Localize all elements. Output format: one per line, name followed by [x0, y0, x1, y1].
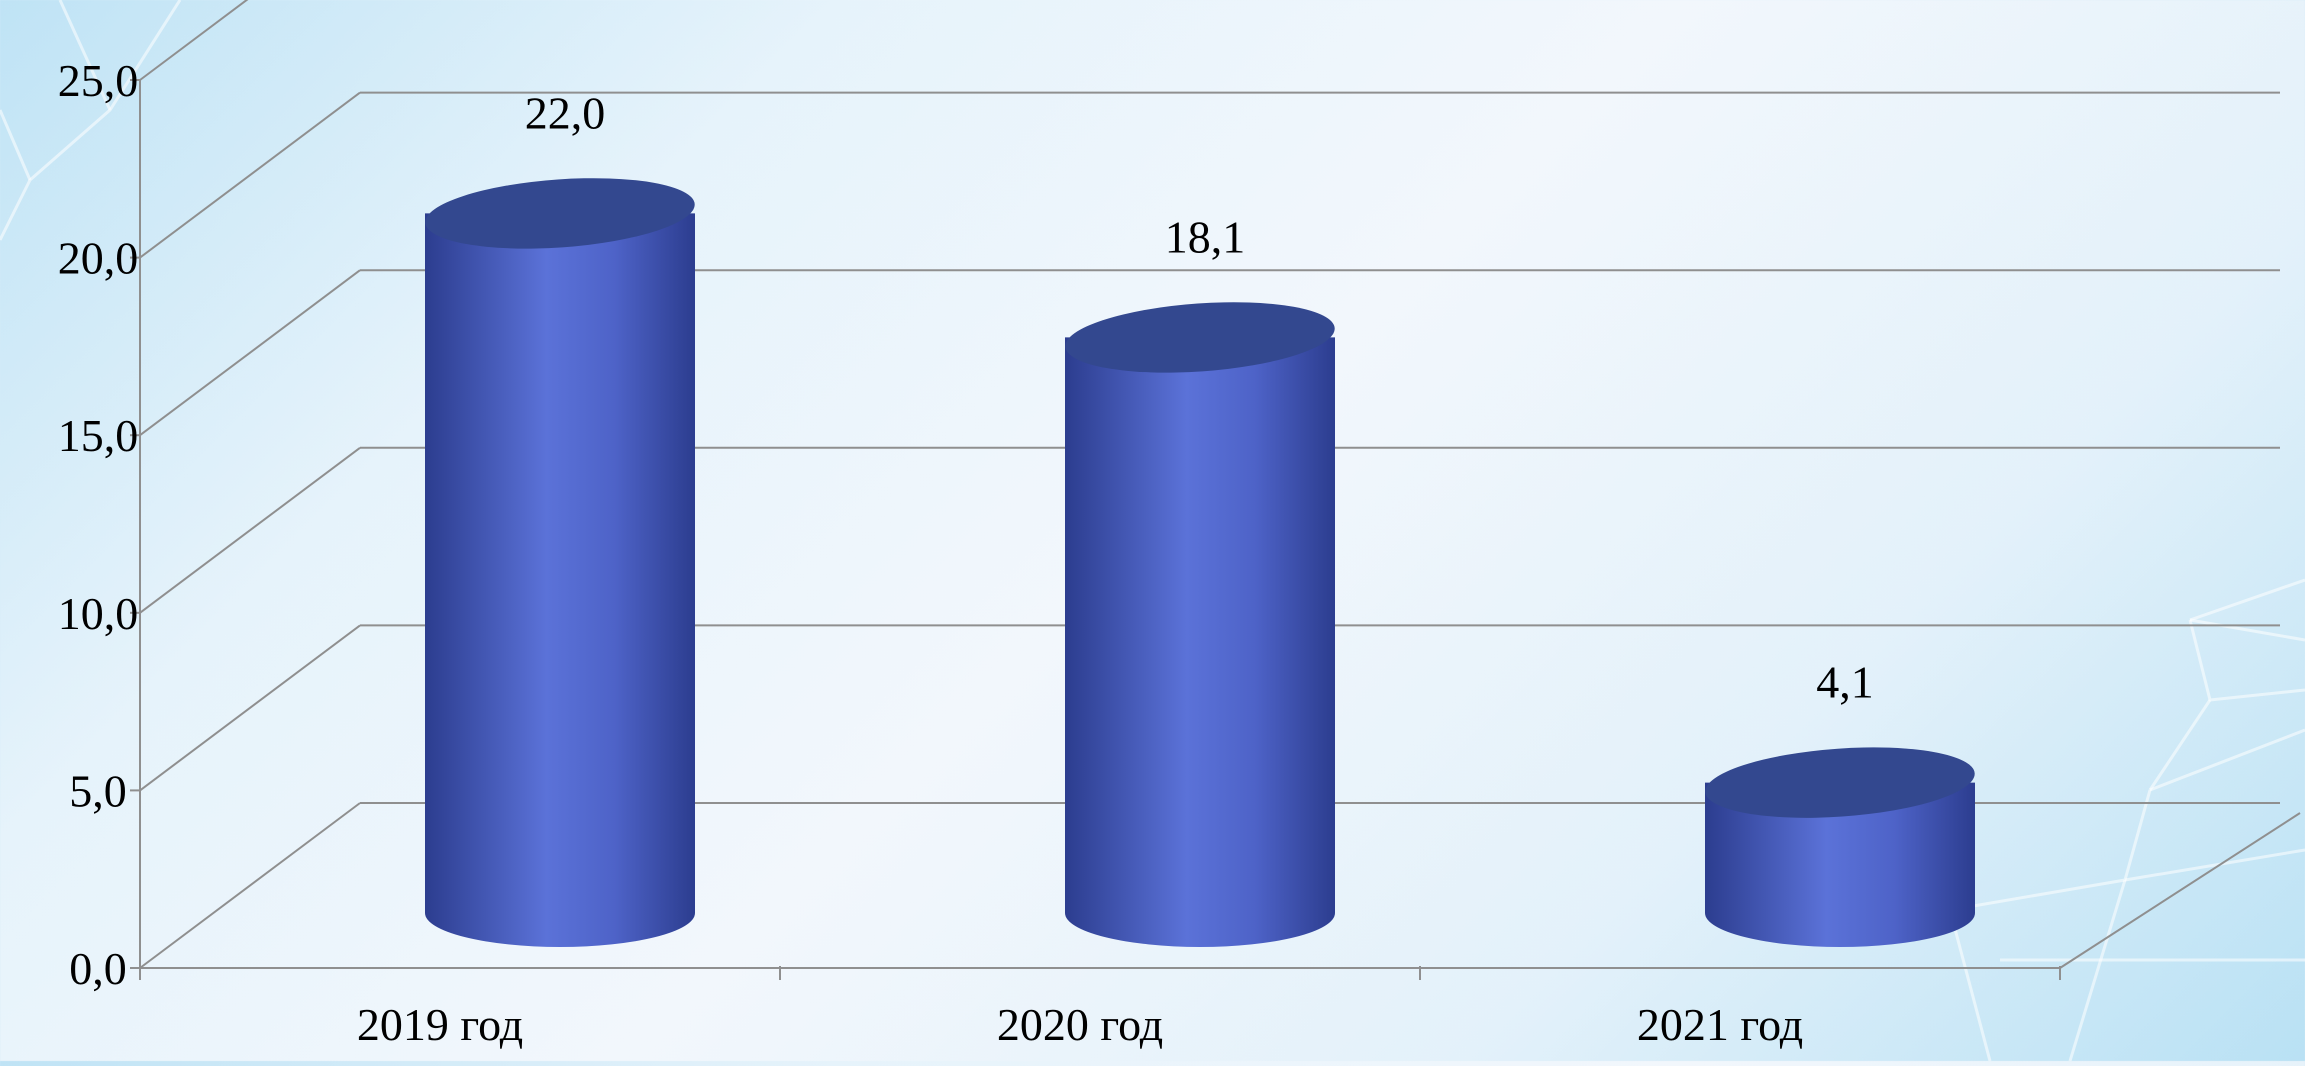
bar-body — [425, 213, 695, 947]
floor-right-edge — [2059, 812, 2301, 969]
y-tick-label: 20,0 — [58, 233, 139, 284]
gridline-diagonal — [139, 0, 249, 81]
y-tick-label: 5,0 — [69, 765, 127, 816]
data-label: 4,1 — [1816, 657, 1874, 708]
bar-body — [1065, 337, 1335, 947]
bar-1 — [425, 178, 695, 947]
data-labels: 22,0 18,1 4,1 — [525, 87, 1874, 707]
bar-top — [1705, 747, 1975, 818]
y-axis-ticks: 0,0 5,0 10,0 15,0 20,0 25,0 — [58, 55, 139, 994]
x-tick-label: 2021 год — [1637, 999, 1803, 1050]
gridline-diagonal — [139, 624, 361, 792]
x-tick-label: 2020 год — [997, 999, 1163, 1050]
y-tick-label: 25,0 — [58, 55, 139, 106]
gridline-diagonal — [139, 269, 361, 437]
bar-3 — [1705, 747, 1975, 947]
bar-body — [1705, 782, 1975, 947]
bar-top — [425, 178, 695, 249]
data-label: 22,0 — [525, 87, 606, 138]
bar-top — [1065, 302, 1335, 373]
y-tick-label: 15,0 — [58, 410, 139, 461]
gridline-diagonal — [139, 446, 361, 614]
gridline-diagonal — [139, 91, 361, 259]
x-tick-label: 2019 год — [357, 999, 523, 1050]
x-axis-ticks: 2019 год 2020 год 2021 год — [357, 999, 1803, 1050]
bar-2 — [1065, 302, 1335, 947]
y-tick-label: 10,0 — [58, 588, 139, 639]
gridline-diagonal — [139, 802, 361, 969]
y-tick-label: 0,0 — [69, 943, 127, 994]
chart-bars — [425, 178, 1975, 947]
data-label: 18,1 — [1165, 211, 1246, 262]
